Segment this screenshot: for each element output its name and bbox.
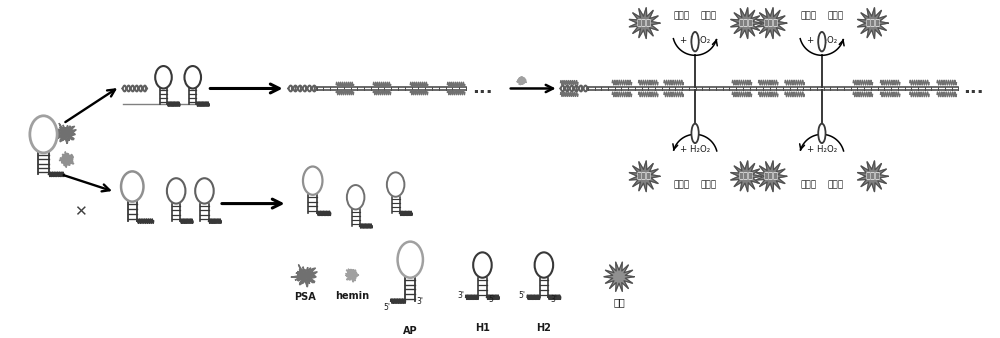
Polygon shape bbox=[731, 161, 761, 192]
Polygon shape bbox=[731, 8, 761, 39]
Text: 硫胺素: 硫胺素 bbox=[800, 180, 816, 189]
Text: 5': 5' bbox=[384, 304, 391, 312]
Ellipse shape bbox=[691, 32, 699, 51]
Polygon shape bbox=[59, 152, 74, 168]
Polygon shape bbox=[857, 161, 888, 192]
Polygon shape bbox=[756, 161, 787, 192]
Text: ...: ... bbox=[472, 79, 493, 97]
Text: 3': 3' bbox=[457, 291, 464, 300]
Text: ...: ... bbox=[963, 79, 983, 97]
Ellipse shape bbox=[818, 32, 826, 51]
Ellipse shape bbox=[387, 172, 404, 197]
Text: 3': 3' bbox=[550, 295, 557, 304]
Ellipse shape bbox=[535, 252, 553, 278]
Text: PSA: PSA bbox=[294, 292, 316, 303]
Text: + H₂O₂: + H₂O₂ bbox=[680, 145, 710, 154]
Polygon shape bbox=[517, 77, 527, 85]
Text: 硫胺素: 硫胺素 bbox=[827, 180, 844, 189]
Ellipse shape bbox=[30, 116, 57, 153]
Ellipse shape bbox=[398, 242, 423, 278]
Text: 硫色素: 硫色素 bbox=[764, 172, 779, 181]
Text: 硫色素: 硫色素 bbox=[738, 19, 753, 28]
Text: 硫色素: 硫色素 bbox=[865, 19, 880, 28]
Ellipse shape bbox=[155, 66, 172, 89]
Text: 硫胺素: 硫胺素 bbox=[701, 12, 717, 21]
Text: 硫胺素: 硫胺素 bbox=[800, 12, 816, 21]
Text: 硫胺素: 硫胺素 bbox=[827, 12, 844, 21]
Polygon shape bbox=[346, 269, 359, 282]
Text: H1: H1 bbox=[475, 322, 490, 333]
Text: 荺光: 荺光 bbox=[613, 297, 625, 307]
Ellipse shape bbox=[195, 178, 214, 203]
Text: 硫色素: 硫色素 bbox=[865, 172, 880, 181]
Ellipse shape bbox=[473, 252, 492, 278]
Text: + H₂O₂: + H₂O₂ bbox=[807, 145, 837, 154]
Ellipse shape bbox=[303, 167, 322, 195]
Polygon shape bbox=[52, 123, 76, 144]
Text: 5': 5' bbox=[489, 295, 496, 304]
Polygon shape bbox=[291, 265, 317, 287]
Polygon shape bbox=[819, 134, 826, 141]
Text: AP: AP bbox=[403, 327, 418, 337]
Text: 硫胺素: 硫胺素 bbox=[673, 180, 689, 189]
Text: hemin: hemin bbox=[335, 291, 369, 301]
Text: 3': 3' bbox=[417, 297, 424, 306]
Polygon shape bbox=[604, 262, 634, 291]
Ellipse shape bbox=[818, 124, 826, 143]
Polygon shape bbox=[692, 134, 699, 141]
Text: 硫色素: 硫色素 bbox=[764, 19, 779, 28]
Text: 5': 5' bbox=[519, 291, 526, 300]
Ellipse shape bbox=[184, 66, 201, 89]
Polygon shape bbox=[692, 41, 699, 48]
Polygon shape bbox=[819, 41, 826, 48]
Ellipse shape bbox=[691, 124, 699, 143]
Polygon shape bbox=[756, 8, 787, 39]
Ellipse shape bbox=[121, 171, 143, 202]
Text: 硫色素: 硫色素 bbox=[738, 172, 753, 181]
Text: H2: H2 bbox=[536, 322, 551, 333]
Polygon shape bbox=[857, 8, 888, 39]
Text: ✕: ✕ bbox=[74, 204, 87, 219]
Ellipse shape bbox=[167, 178, 185, 203]
Polygon shape bbox=[629, 8, 660, 39]
Text: + H₂O₂: + H₂O₂ bbox=[680, 36, 710, 45]
Polygon shape bbox=[629, 161, 660, 192]
Text: 硫色素: 硫色素 bbox=[637, 19, 652, 28]
Text: + H₂O₂: + H₂O₂ bbox=[807, 36, 837, 45]
Text: 硫色素: 硫色素 bbox=[637, 172, 652, 181]
Text: 硫胺素: 硫胺素 bbox=[701, 180, 717, 189]
Ellipse shape bbox=[347, 185, 364, 210]
Text: 硫胺素: 硫胺素 bbox=[673, 12, 689, 21]
